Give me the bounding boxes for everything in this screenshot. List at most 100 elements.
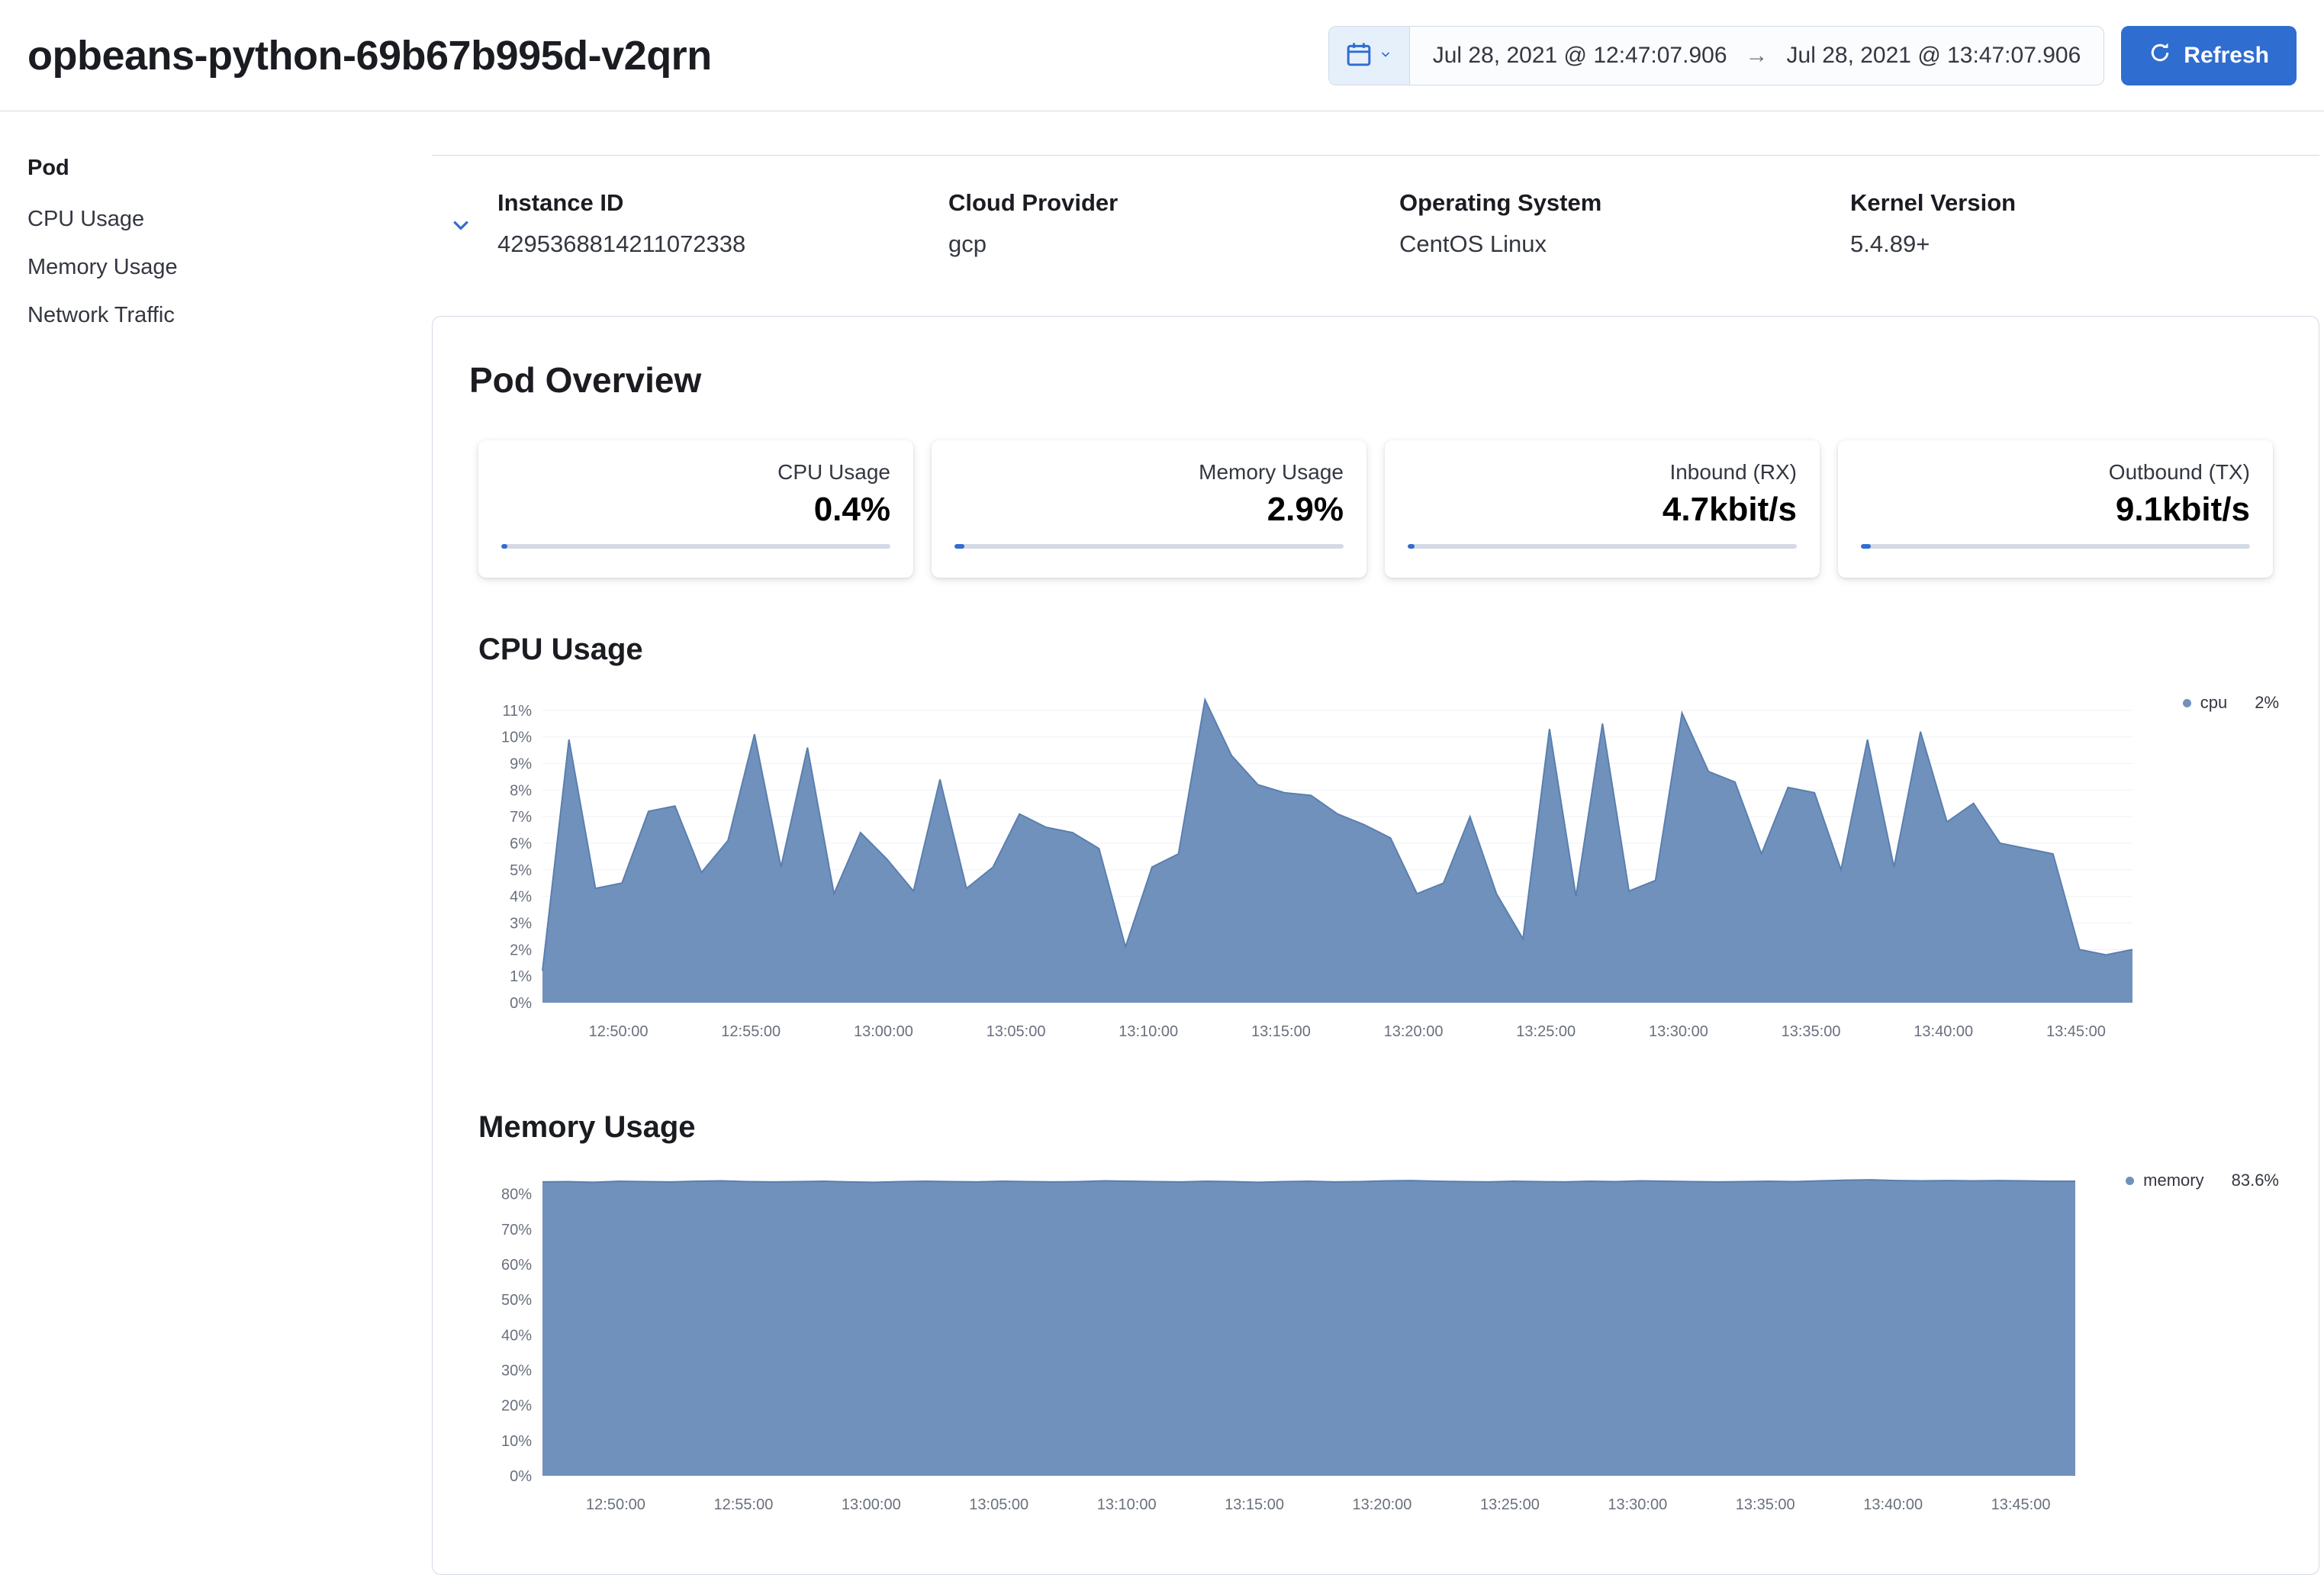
series-dot-icon	[2182, 698, 2191, 707]
sidebar-heading: Pod	[27, 156, 69, 180]
calendar-icon	[1346, 41, 1372, 69]
svg-text:6%: 6%	[510, 836, 532, 852]
svg-text:13:05:00: 13:05:00	[987, 1023, 1046, 1040]
svg-text:0%: 0%	[510, 995, 532, 1012]
sidebar: Pod CPU Usage Memory Usage Network Traff…	[0, 111, 432, 1575]
memory-usage-chart-title: Memory Usage	[478, 1110, 696, 1144]
progress-bar-fill	[1408, 544, 1415, 549]
page-title: opbeans-python-69b67b995d-v2qrn	[27, 32, 712, 79]
metadata-value: 4295368814211072338	[497, 230, 746, 257]
metadata-value: CentOS Linux	[1399, 230, 1547, 257]
metadata-value: gcp	[948, 230, 987, 257]
legend-series-name: memory	[2143, 1171, 2204, 1190]
svg-text:13:20:00: 13:20:00	[1353, 1496, 1412, 1513]
svg-text:13:25:00: 13:25:00	[1516, 1023, 1576, 1040]
legend-series-value: 83.6%	[2231, 1171, 2279, 1190]
svg-text:70%: 70%	[501, 1222, 532, 1238]
metric-card-label: CPU Usage	[777, 460, 890, 484]
refresh-button-label: Refresh	[2184, 42, 2269, 68]
metadata-field-instance-id: Instance ID 4295368814211072338	[497, 189, 948, 258]
svg-text:5%: 5%	[510, 862, 532, 879]
metadata-label: Operating System	[1399, 189, 1602, 216]
svg-text:0%: 0%	[510, 1468, 532, 1485]
svg-text:12:55:00: 12:55:00	[713, 1496, 773, 1513]
svg-text:13:15:00: 13:15:00	[1251, 1023, 1311, 1040]
svg-text:2%: 2%	[510, 942, 532, 958]
svg-text:13:00:00: 13:00:00	[842, 1496, 901, 1513]
date-picker-calendar-button[interactable]	[1328, 26, 1410, 85]
progress-bar	[954, 544, 1344, 549]
metadata-label: Instance ID	[497, 189, 624, 216]
metadata-fields: Instance ID 4295368814211072338 Cloud Pr…	[497, 189, 2301, 258]
metadata-value: 5.4.89+	[1850, 230, 1930, 257]
metadata-accordion: Instance ID 4295368814211072338 Cloud Pr…	[432, 155, 2319, 270]
svg-text:7%: 7%	[510, 809, 532, 826]
svg-text:13:45:00: 13:45:00	[2046, 1023, 2106, 1040]
chevron-down-icon	[1379, 48, 1392, 63]
sidebar-item-cpu-usage[interactable]: CPU Usage	[27, 207, 145, 231]
svg-text:9%: 9%	[510, 756, 532, 773]
metadata-label: Cloud Provider	[948, 189, 1119, 216]
metadata-field-cloud-provider: Cloud Provider gcp	[948, 189, 1399, 258]
svg-text:30%: 30%	[501, 1362, 532, 1379]
end-date-button[interactable]: Jul 28, 2021 @ 13:47:07.906	[1786, 42, 2081, 68]
metric-card-value: 9.1kbit/s	[2115, 491, 2250, 528]
svg-text:10%: 10%	[501, 1433, 532, 1450]
metric-card-outbound-tx: Outbound (TX) 9.1kbit/s	[1838, 440, 2273, 578]
svg-text:20%: 20%	[501, 1398, 532, 1415]
svg-text:10%: 10%	[501, 730, 532, 746]
metric-card-value: 0.4%	[813, 491, 890, 528]
metric-card-value: 4.7kbit/s	[1662, 491, 1797, 528]
metadata-field-kernel-version: Kernel Version 5.4.89+	[1850, 189, 2301, 258]
series-dot-icon	[2126, 1176, 2135, 1185]
metric-card-label: Outbound (TX)	[2108, 460, 2250, 484]
metadata-label: Kernel Version	[1850, 189, 2017, 216]
sidebar-item-memory-usage[interactable]: Memory Usage	[27, 255, 178, 279]
metric-card-inbound-rx: Inbound (RX) 4.7kbit/s	[1385, 440, 1820, 578]
refresh-icon	[2149, 41, 2171, 70]
svg-text:13:40:00: 13:40:00	[1914, 1023, 1973, 1040]
svg-text:80%: 80%	[501, 1187, 532, 1203]
progress-bar-fill	[501, 544, 507, 549]
metric-card-value: 2.9%	[1267, 491, 1344, 528]
cpu-usage-chart: 0% 1% 2% 3% 4% 5% 6% 7% 8% 9% 10% 11% 12:50:00 12:55:…	[469, 682, 2140, 1055]
svg-text:4%: 4%	[510, 889, 532, 906]
svg-text:8%: 8%	[510, 782, 532, 799]
metric-card-label: Inbound (RX)	[1669, 460, 1797, 484]
metric-card-label: Memory Usage	[1199, 460, 1344, 484]
cpu-usage-chart-title: CPU Usage	[478, 633, 643, 666]
svg-text:13:30:00: 13:30:00	[1649, 1023, 1708, 1040]
svg-text:13:35:00: 13:35:00	[1782, 1023, 1841, 1040]
sidebar-item-network-traffic[interactable]: Network Traffic	[27, 303, 175, 327]
metric-card-cpu-usage: CPU Usage 0.4%	[478, 440, 913, 578]
progress-bar-fill	[1861, 544, 1872, 549]
svg-text:60%: 60%	[501, 1257, 532, 1274]
svg-text:13:10:00: 13:10:00	[1119, 1023, 1178, 1040]
pod-overview-title: Pod Overview	[469, 360, 702, 400]
chevron-down-icon	[450, 221, 472, 238]
svg-text:13:30:00: 13:30:00	[1608, 1496, 1667, 1513]
legend-series-value: 2%	[2255, 693, 2279, 712]
refresh-button[interactable]: Refresh	[2121, 25, 2297, 85]
memory-usage-legend[interactable]: memory 83.6%	[2083, 1160, 2282, 1190]
page-layout: Pod CPU Usage Memory Usage Network Traff…	[0, 111, 2324, 1575]
start-date-button[interactable]: Jul 28, 2021 @ 12:47:07.906	[1432, 42, 1727, 68]
progress-bar	[501, 544, 890, 549]
legend-series-name: cpu	[2200, 693, 2228, 712]
collapse-metadata-button[interactable]	[450, 189, 497, 258]
memory-usage-chart: 0% 10% 20% 30% 40% 50% 60% 70% 80% 12:50:00 12:55:…	[469, 1160, 2083, 1528]
svg-text:1%: 1%	[510, 968, 532, 985]
svg-text:13:10:00: 13:10:00	[1097, 1496, 1157, 1513]
cpu-usage-legend[interactable]: cpu 2%	[2140, 682, 2282, 713]
page-header: opbeans-python-69b67b995d-v2qrn	[0, 0, 2324, 111]
svg-text:13:25:00: 13:25:00	[1480, 1496, 1540, 1513]
cpu-usage-section: CPU Usage 0% 1% 2% 3% 4% 5% 6% 7% 8% 9% 10% 11% 12:5…	[433, 633, 2319, 1055]
progress-bar	[1861, 544, 2250, 549]
svg-text:13:05:00: 13:05:00	[969, 1496, 1028, 1513]
main-content: Instance ID 4295368814211072338 Cloud Pr…	[432, 111, 2319, 1575]
svg-text:13:40:00: 13:40:00	[1863, 1496, 1923, 1513]
metric-cards: CPU Usage 0.4% Memory Usage 2.9% Inbound…	[478, 440, 2273, 578]
svg-text:11%: 11%	[502, 703, 532, 720]
svg-text:40%: 40%	[501, 1327, 532, 1344]
svg-text:13:45:00: 13:45:00	[1991, 1496, 2051, 1513]
